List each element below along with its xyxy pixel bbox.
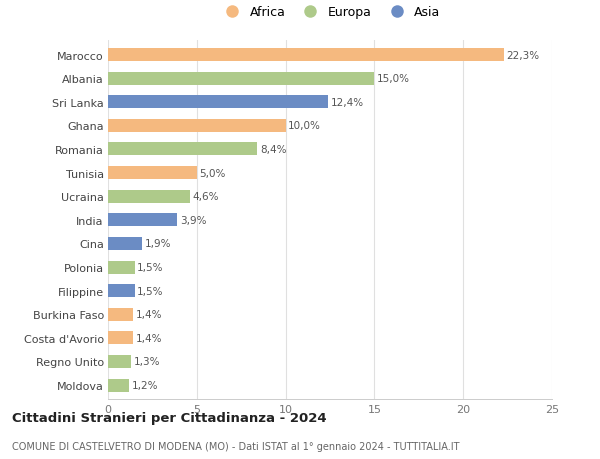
Text: 8,4%: 8,4% [260, 145, 286, 155]
Text: 1,4%: 1,4% [136, 309, 162, 319]
Text: 1,2%: 1,2% [132, 380, 158, 390]
Bar [108, 237, 142, 250]
Bar [108, 355, 131, 368]
Text: 15,0%: 15,0% [377, 74, 410, 84]
Bar [108, 285, 134, 297]
Text: COMUNE DI CASTELVETRO DI MODENA (MO) - Dati ISTAT al 1° gennaio 2024 - TUTTITALI: COMUNE DI CASTELVETRO DI MODENA (MO) - D… [12, 441, 460, 451]
Bar [108, 261, 134, 274]
Bar [108, 331, 133, 345]
Text: 4,6%: 4,6% [193, 192, 219, 202]
Text: 12,4%: 12,4% [331, 98, 364, 107]
Bar [108, 73, 374, 85]
Text: 10,0%: 10,0% [288, 121, 321, 131]
Text: 5,0%: 5,0% [199, 168, 226, 178]
Text: Cittadini Stranieri per Cittadinanza - 2024: Cittadini Stranieri per Cittadinanza - 2… [12, 412, 326, 425]
Bar [108, 49, 504, 62]
Text: 1,3%: 1,3% [134, 357, 160, 367]
Text: 1,5%: 1,5% [137, 286, 164, 296]
Bar [108, 308, 133, 321]
Bar [108, 96, 328, 109]
Bar [108, 120, 286, 133]
Text: 22,3%: 22,3% [507, 50, 540, 61]
Bar [108, 190, 190, 203]
Text: 1,5%: 1,5% [137, 263, 164, 273]
Bar [108, 379, 130, 392]
Text: 3,9%: 3,9% [180, 215, 206, 225]
Bar [108, 143, 257, 156]
Bar [108, 214, 177, 227]
Text: 1,9%: 1,9% [145, 239, 171, 249]
Bar [108, 167, 197, 179]
Legend: Africa, Europa, Asia: Africa, Europa, Asia [220, 6, 440, 19]
Text: 1,4%: 1,4% [136, 333, 162, 343]
